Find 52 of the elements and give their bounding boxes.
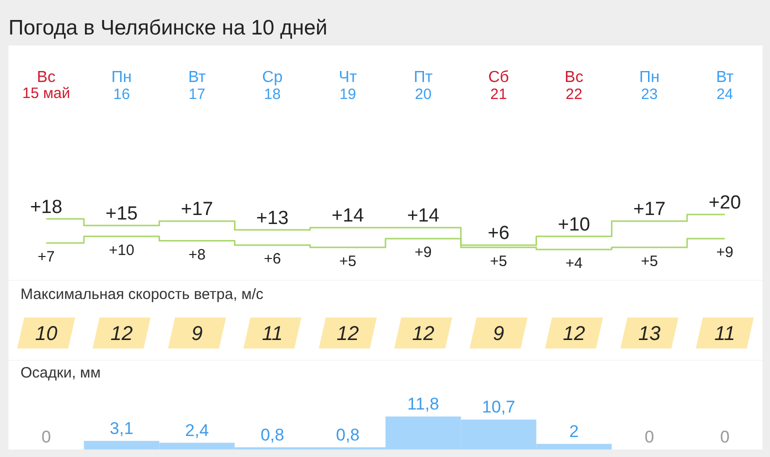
data-label: +14 [332,206,364,227]
x-tick-label: Вт 24 [716,69,734,103]
data-label: +14 [407,206,440,227]
x-tick-label: Вс 22 [564,69,584,103]
data-label: 12 [110,323,133,345]
data-label: +17 [633,199,666,220]
data-label: 2,4 [185,420,209,440]
data-label: +7 [38,248,55,266]
data-label: +10 [108,242,134,259]
data-label: 12 [562,323,586,345]
chart-title: Погода в Челябинске на 10 дней [8,16,328,40]
data-label: 2 [569,422,579,441]
chart-title: Осадки, мм [20,364,101,382]
x-tick-label: Сб 21 [488,69,509,103]
data-label: 9 [191,323,203,345]
data-label: 13 [638,323,661,345]
data-label: +18 [30,196,62,218]
data-label: +15 [105,203,138,224]
data-label: +4 [565,255,583,272]
data-label: +6 [264,250,281,268]
data-label: +9 [414,244,432,262]
data-label: +5 [339,252,356,270]
data-label: +5 [490,252,508,270]
data-label: +20 [708,192,741,214]
x-tick-label: Пн 16 [111,69,132,103]
data-label: 0 [720,428,730,446]
x-tick-label: Пн 23 [639,69,660,103]
x-tick-label: Вт 17 [188,69,206,103]
data-label: 10 [35,323,58,345]
data-label: +8 [188,246,206,264]
data-label: 0,8 [260,425,284,444]
data-label: +10 [558,214,590,236]
data-label: 12 [336,323,359,345]
data-label: 3,1 [110,418,134,438]
data-label: 11 [714,323,736,345]
data-label: 12 [412,323,434,345]
data-label: 11,8 [407,394,440,414]
data-label: +5 [640,252,658,270]
data-label: 11 [262,323,283,345]
x-tick-label: Вс 15 май [22,69,70,102]
data-label: 0 [41,428,51,446]
data-label: +6 [488,223,510,244]
x-tick-label: Чт 19 [338,69,358,103]
x-tick-label: Ср 18 [262,69,283,103]
data-label: +9 [716,244,734,262]
data-label: 0 [644,428,654,446]
data-label: +13 [256,208,289,229]
x-tick-label: Пт 20 [414,69,434,103]
data-label: 9 [493,323,504,345]
data-label: +17 [180,199,214,220]
data-label: 0,8 [336,425,360,444]
data-label: 10,7 [482,398,516,417]
